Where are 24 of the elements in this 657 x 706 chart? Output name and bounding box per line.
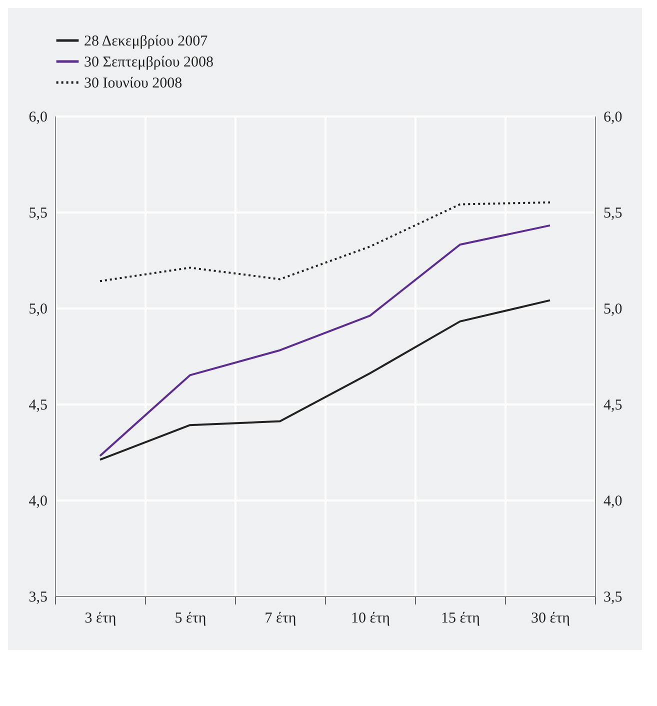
y2-tick-label: 3,5 bbox=[604, 590, 622, 606]
y2-tick-label: 4,0 bbox=[604, 494, 622, 510]
y-tick-label: 4,5 bbox=[28, 398, 48, 414]
x-tick-label: 10 έτη bbox=[351, 610, 390, 626]
y-tick-label: 5,5 bbox=[28, 206, 48, 222]
x-tick-label: 3 έτη bbox=[84, 610, 116, 626]
x-tick-label: 5 έτη bbox=[174, 610, 206, 626]
y-tick-label: 3,5 bbox=[28, 590, 48, 606]
y2-tick-label: 5,5 bbox=[604, 206, 622, 222]
y2-tick-label: 6,0 bbox=[604, 110, 622, 126]
legend-label: 30 Ιουνίου 2008 bbox=[84, 76, 182, 92]
line-series bbox=[99, 299, 551, 461]
y-tick-label: 6,0 bbox=[28, 110, 48, 126]
legend-label: 30 Σεπτεμβρίου 2008 bbox=[84, 54, 214, 70]
line-series bbox=[99, 201, 551, 282]
y-tick-label: 4,0 bbox=[28, 494, 48, 510]
x-tick-label: 15 έτη bbox=[441, 610, 480, 626]
y2-tick-label: 4,5 bbox=[604, 398, 622, 414]
legend-label: 28 Δεκεμβρίου 2007 bbox=[84, 34, 208, 50]
line-series bbox=[99, 224, 551, 457]
x-tick-label: 7 έτη bbox=[264, 610, 296, 626]
y2-tick-label: 5,0 bbox=[604, 302, 622, 318]
y-tick-label: 5,0 bbox=[28, 302, 48, 318]
x-tick-label: 30 έτη bbox=[531, 610, 570, 626]
